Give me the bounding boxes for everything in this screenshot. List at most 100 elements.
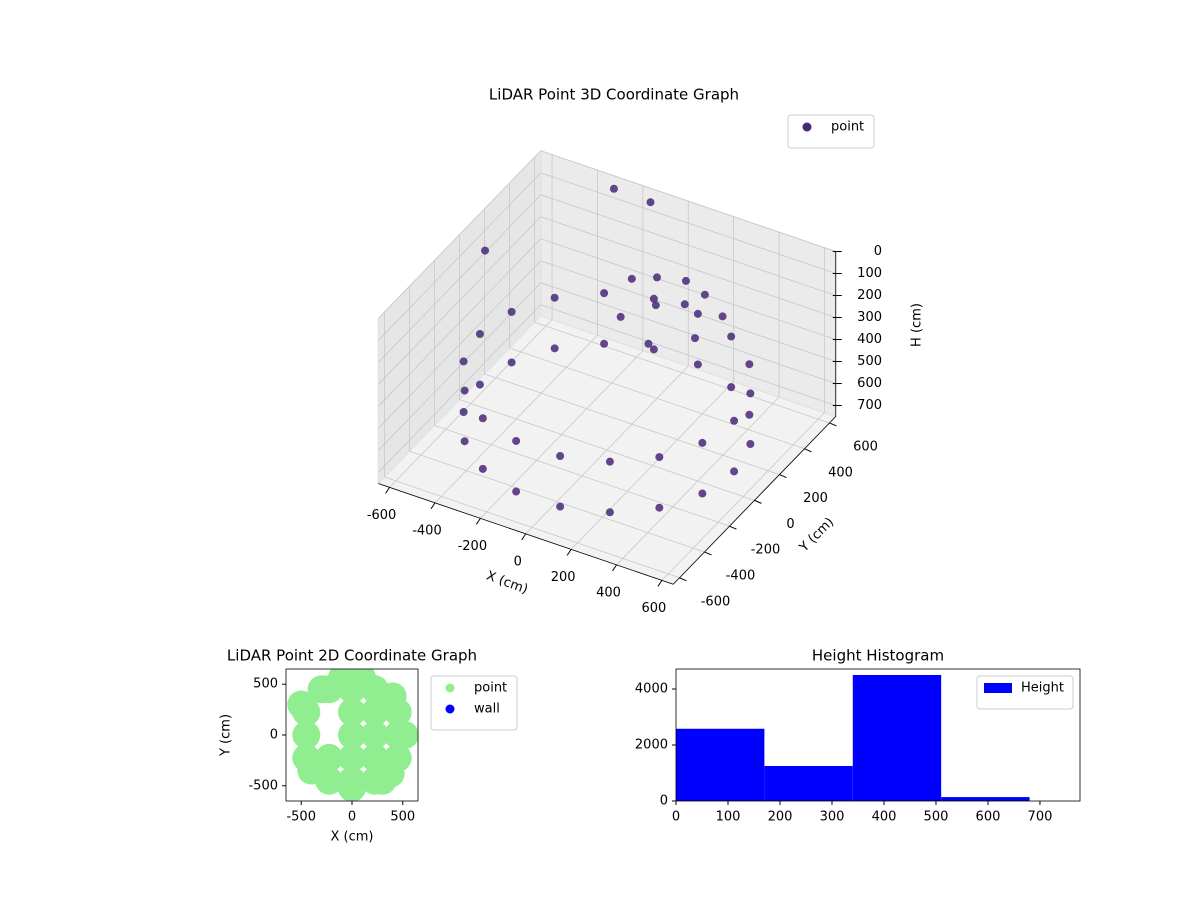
- legend-box: [787, 114, 875, 149]
- point: [550, 344, 559, 353]
- x-tick-label: 600: [976, 810, 1001, 825]
- grid-line: [540, 282, 836, 384]
- bar: [764, 765, 853, 801]
- grid-line: [540, 304, 836, 406]
- x-tick: [566, 549, 572, 556]
- point: [605, 457, 614, 466]
- x-tick-label: 400: [872, 810, 897, 825]
- y-tick-label: -200: [751, 543, 781, 558]
- point: [460, 437, 469, 446]
- point: [287, 690, 316, 719]
- y-tick-label: 4000: [635, 681, 668, 696]
- y-tick-label: 0: [660, 794, 668, 809]
- point: [698, 489, 707, 498]
- y-tick-label: 500: [253, 677, 278, 692]
- point: [649, 294, 658, 303]
- y-axis-label: Y (cm): [219, 714, 234, 757]
- point: [338, 721, 366, 749]
- z-tick-label: 600: [857, 376, 882, 391]
- point: [556, 451, 565, 460]
- y-tick-label: -400: [726, 568, 756, 583]
- point: [376, 759, 405, 788]
- point: [651, 301, 660, 310]
- chart-title: Height Histogram: [812, 647, 944, 665]
- x-tick: [475, 518, 481, 525]
- point: [292, 721, 321, 749]
- x-tick-label: -400: [412, 523, 442, 538]
- y-tick-label: 0: [786, 517, 794, 532]
- y-tick: [754, 499, 762, 504]
- x-tick-label: 0: [672, 810, 680, 825]
- grid-line: [459, 399, 755, 501]
- point: [475, 330, 484, 338]
- point: [550, 293, 559, 302]
- point: [644, 339, 653, 348]
- point: [378, 682, 407, 711]
- point: [478, 414, 487, 423]
- point: [730, 467, 739, 476]
- point: [693, 309, 702, 318]
- grid-line: [377, 260, 542, 429]
- point: [700, 290, 709, 299]
- point: [727, 332, 736, 341]
- legend-label: point: [831, 120, 864, 135]
- grid-line: [540, 172, 836, 274]
- point: [338, 698, 366, 727]
- grid-line: [540, 194, 836, 296]
- axes-frame: [675, 668, 1081, 802]
- point: [478, 464, 487, 473]
- point: [680, 300, 689, 309]
- point: [348, 669, 377, 693]
- legend-label: point: [474, 681, 507, 696]
- chart-title: LiDAR Point 3D Coordinate Graph: [489, 86, 739, 104]
- grid-line: [377, 304, 542, 473]
- y-tick-label: 2000: [635, 737, 668, 752]
- point: [681, 276, 690, 285]
- axis-line: [672, 416, 837, 585]
- point: [746, 389, 755, 398]
- point: [745, 410, 754, 419]
- point: [512, 436, 521, 445]
- point: [605, 508, 614, 517]
- x-tick: [430, 502, 436, 510]
- y-tick-label: 0: [270, 728, 278, 743]
- x-tick-label: 200: [768, 810, 793, 825]
- y-tick: [804, 448, 812, 453]
- point: [655, 503, 664, 512]
- x-tick-label: -500: [286, 810, 316, 825]
- point: [649, 345, 658, 354]
- x-tick: [521, 533, 527, 541]
- point: [653, 273, 661, 282]
- x-tick-label: 500: [390, 810, 415, 825]
- x-tick: [385, 487, 391, 494]
- point: [690, 334, 699, 343]
- point: [460, 386, 469, 395]
- point: [360, 721, 389, 749]
- point: [297, 756, 326, 785]
- chart-title: LiDAR Point 2D Coordinate Graph: [227, 647, 477, 665]
- point: [556, 502, 565, 511]
- x-tick: [657, 580, 663, 587]
- legend-label: wall: [474, 702, 500, 717]
- point: [698, 438, 707, 447]
- x-tick-label: 500: [924, 810, 949, 825]
- grid-line: [377, 172, 542, 341]
- point: [693, 360, 702, 369]
- grid-line: [377, 194, 542, 363]
- y-tick-label: 400: [828, 465, 853, 480]
- grid-line: [509, 347, 805, 450]
- point: [727, 383, 736, 392]
- z-tick-label: 200: [857, 288, 882, 303]
- x-tick: [612, 564, 617, 572]
- z-axis-label: H (cm): [910, 303, 925, 347]
- legend-marker: [445, 683, 455, 693]
- bar: [852, 674, 942, 801]
- legend-label: Height: [1021, 681, 1064, 696]
- y-tick-label: -500: [248, 778, 278, 793]
- z-tick-label: 400: [857, 332, 882, 347]
- x-axis-label: X (cm): [331, 830, 374, 845]
- y-tick-label: 200: [803, 491, 828, 506]
- point: [512, 487, 521, 496]
